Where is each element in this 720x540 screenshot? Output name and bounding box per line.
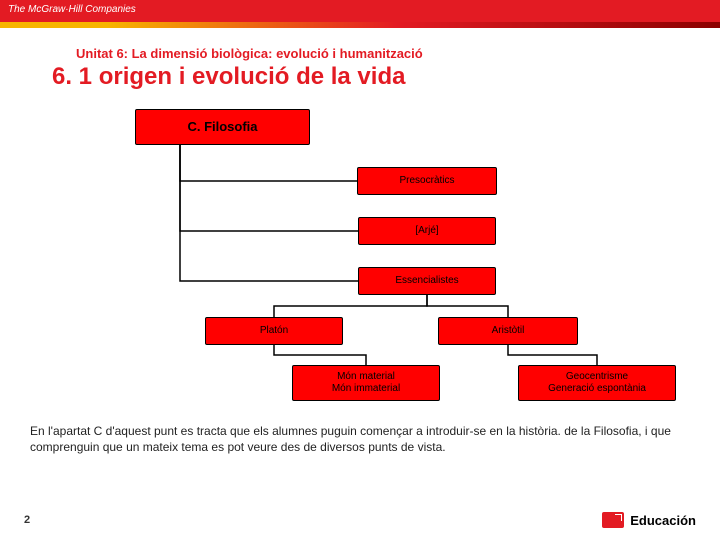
brand-block: Educación [602,512,696,528]
node-root: C. Filosofia [135,109,310,145]
footer: 2 Educación [0,512,720,528]
brand-logo-icon [602,512,624,528]
brand-text: Educación [630,513,696,528]
tree-chart: C. Filosofia Presocràtics [Arjé] Essenciali… [40,109,680,409]
node-arist: Aristòtil [438,317,578,345]
unit-subtitle: Unitat 6: La dimensió biològica: evoluci… [76,46,680,61]
node-mon: Món materialMón immaterial [292,365,440,401]
chart-edges [40,109,680,409]
slide-heading: 6. 1 origen i evolució de la vida [52,63,680,91]
node-arje: [Arjé] [358,217,496,245]
node-geo: GeocentrismeGeneració espontània [518,365,676,401]
header-company-bar: The McGraw·Hill Companies [0,0,720,22]
company-name: The McGraw·Hill Companies [8,4,136,15]
page-number: 2 [24,514,30,526]
slide-content: Unitat 6: La dimensió biològica: evoluci… [0,28,720,409]
node-ess: Essencialistes [358,267,496,295]
node-plato: Platón [205,317,343,345]
body-paragraph: En l'apartat C d'aquest punt es tracta q… [0,423,720,455]
node-pres: Presocràtics [357,167,497,195]
